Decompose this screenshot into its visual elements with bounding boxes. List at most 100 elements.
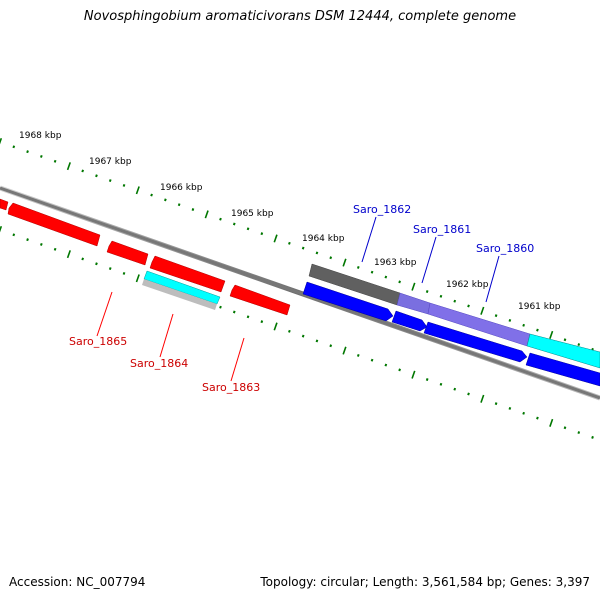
scale-minor-tick bbox=[398, 368, 401, 372]
kbp-label-1962: 1962 kbp bbox=[446, 280, 489, 290]
kbp-label-1964: 1964 kbp bbox=[302, 234, 345, 244]
scale-minor-tick bbox=[591, 435, 594, 439]
kbp-labels: 1968 kbp 1967 kbp 1966 kbp 1965 kbp 1964… bbox=[19, 131, 561, 312]
scale-major-tick bbox=[273, 234, 278, 243]
gene-feature[interactable] bbox=[525, 352, 600, 387]
scale-minor-tick bbox=[508, 318, 512, 322]
scale-minor-tick bbox=[315, 251, 319, 255]
scale-minor-tick bbox=[232, 310, 236, 314]
gene-feature[interactable] bbox=[302, 281, 394, 322]
scale-minor-tick bbox=[494, 402, 498, 406]
gene-label-saro-1864[interactable]: Saro_1864 bbox=[130, 357, 188, 370]
scale-minor-tick bbox=[191, 208, 195, 211]
scale-minor-tick bbox=[232, 222, 236, 226]
scale-major-tick bbox=[549, 418, 554, 427]
scale-minor-tick bbox=[563, 426, 567, 430]
scale-minor-tick bbox=[40, 243, 43, 246]
scale-minor-tick bbox=[12, 145, 16, 149]
scale-minor-tick bbox=[177, 203, 181, 207]
kbp-label-1968: 1968 kbp bbox=[19, 131, 62, 141]
scale-minor-tick bbox=[122, 183, 126, 187]
scale-minor-tick bbox=[81, 257, 85, 261]
scale-minor-tick bbox=[356, 353, 360, 357]
gene-feature[interactable] bbox=[0, 198, 9, 211]
scale-minor-tick bbox=[260, 320, 264, 324]
scale-minor-tick bbox=[315, 339, 319, 343]
scale-minor-tick bbox=[329, 256, 333, 260]
scale-minor-tick bbox=[577, 431, 581, 435]
genome-summary: Topology: circular; Length: 3,561,584 bp… bbox=[260, 575, 590, 589]
scale-major-tick bbox=[66, 250, 71, 259]
accession-label: Accession: NC_007794 bbox=[9, 575, 146, 589]
scale-minor-tick bbox=[494, 314, 498, 318]
scale-minor-tick bbox=[53, 159, 57, 163]
scale-minor-tick bbox=[301, 334, 305, 338]
scale-minor-tick bbox=[453, 387, 457, 391]
gene-label-saro-1861[interactable]: Saro_1861 bbox=[413, 223, 471, 236]
gene-feature[interactable] bbox=[106, 240, 149, 266]
gene-feature-saro-1863[interactable] bbox=[229, 284, 291, 316]
gene-label-saro-1863[interactable]: Saro_1863 bbox=[202, 381, 260, 394]
scale-minor-tick bbox=[246, 227, 250, 231]
gene-label-saro-1862[interactable]: Saro_1862 bbox=[353, 203, 411, 216]
gene-feature-shadow bbox=[142, 279, 217, 310]
scale-minor-tick bbox=[384, 275, 388, 279]
forward-strand-genes bbox=[302, 263, 600, 387]
scale-major-tick bbox=[273, 322, 278, 331]
scale-minor-tick bbox=[467, 392, 470, 396]
scale-minor-tick bbox=[81, 169, 85, 173]
scale-minor-tick bbox=[508, 406, 512, 410]
reverse-strand-genes bbox=[0, 198, 291, 316]
scale-minor-tick bbox=[53, 247, 57, 251]
gene-label-saro-1860[interactable]: Saro_1860 bbox=[476, 242, 534, 255]
map-title: Novosphingobium aromaticivorans DSM 1244… bbox=[83, 9, 517, 24]
scale-minor-tick bbox=[301, 246, 305, 250]
scale-major-tick bbox=[204, 210, 209, 219]
scale-minor-tick bbox=[164, 198, 167, 202]
scale-minor-tick bbox=[439, 294, 443, 298]
scale-minor-tick bbox=[398, 280, 401, 284]
scale-minor-tick bbox=[108, 179, 112, 183]
gene-feature[interactable] bbox=[423, 321, 528, 363]
scale-minor-tick bbox=[467, 304, 470, 308]
scale-minor-tick bbox=[12, 233, 16, 237]
scale-major-tick bbox=[0, 137, 3, 145]
scale-major-tick bbox=[342, 258, 347, 267]
gene-label-saro-1865[interactable]: Saro_1865 bbox=[69, 335, 127, 348]
scale-minor-tick bbox=[384, 363, 388, 367]
scale-minor-tick bbox=[356, 265, 360, 269]
gene-feature-highlight[interactable] bbox=[526, 333, 600, 369]
scale-minor-tick bbox=[219, 305, 222, 309]
scale-minor-tick bbox=[563, 338, 567, 342]
scale-minor-tick bbox=[522, 323, 525, 327]
scale-minor-tick bbox=[95, 262, 98, 266]
kbp-label-1967: 1967 kbp bbox=[89, 157, 132, 167]
scale-major-tick bbox=[135, 186, 140, 195]
kbp-label-1963: 1963 kbp bbox=[374, 258, 417, 268]
scale-minor-tick bbox=[439, 382, 443, 386]
scale-minor-tick bbox=[577, 343, 581, 347]
scale-major-tick bbox=[342, 346, 347, 355]
scale-minor-tick bbox=[288, 241, 291, 245]
scale-minor-tick bbox=[370, 358, 374, 362]
scale-minor-tick bbox=[536, 416, 539, 420]
scale-major-tick bbox=[0, 225, 3, 233]
scale-major-tick bbox=[66, 162, 71, 171]
scale-major-tick bbox=[480, 394, 485, 403]
scale-minor-tick bbox=[370, 270, 374, 274]
scale-minor-tick bbox=[26, 150, 29, 154]
scale-minor-tick bbox=[26, 238, 29, 242]
gene-feature[interactable] bbox=[149, 255, 226, 293]
scale-minor-tick bbox=[425, 290, 429, 293]
kbp-label-1965: 1965 kbp bbox=[231, 209, 274, 219]
scale-minor-tick bbox=[246, 315, 250, 319]
gene-feature-saro-1861[interactable] bbox=[396, 292, 431, 315]
scale-minor-tick bbox=[122, 271, 126, 275]
scale-major-tick bbox=[480, 306, 485, 315]
gene-feature-saro-1865[interactable] bbox=[7, 202, 101, 247]
genome-backbone-line bbox=[0, 186, 600, 400]
scale-minor-tick bbox=[150, 193, 153, 197]
gene-feature[interactable] bbox=[391, 310, 428, 332]
scale-minor-tick bbox=[288, 329, 291, 333]
